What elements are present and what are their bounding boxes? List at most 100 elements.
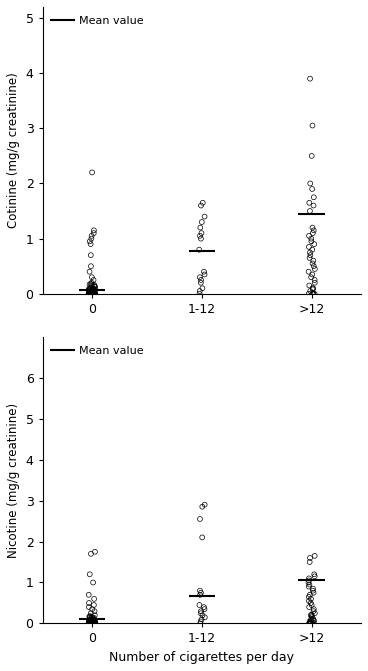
Point	[90, 577, 96, 588]
Point	[91, 289, 97, 299]
Point	[307, 247, 313, 258]
Point	[90, 286, 96, 297]
Point	[89, 289, 95, 299]
Point	[89, 618, 95, 629]
Point	[89, 289, 95, 299]
Point	[311, 225, 316, 236]
Point	[89, 289, 95, 299]
Point	[86, 618, 92, 629]
Point	[308, 617, 314, 627]
Point	[89, 289, 95, 299]
Point	[88, 285, 94, 296]
Point	[198, 606, 204, 617]
Point	[199, 217, 205, 227]
Point	[310, 613, 316, 624]
Point	[91, 618, 97, 629]
Point	[87, 289, 93, 299]
Point	[89, 289, 95, 299]
Point	[91, 289, 96, 299]
Point	[89, 618, 95, 629]
Point	[86, 602, 92, 613]
Point	[89, 618, 95, 629]
Point	[309, 609, 315, 620]
Point	[88, 287, 94, 298]
Point	[90, 289, 96, 299]
Point	[92, 288, 98, 299]
Point	[89, 615, 95, 625]
Point	[92, 618, 98, 629]
Point	[308, 272, 314, 282]
Point	[91, 618, 97, 629]
Point	[89, 289, 95, 299]
Point	[89, 289, 95, 299]
Point	[88, 289, 94, 299]
Legend: Mean value: Mean value	[48, 13, 147, 29]
Point	[91, 618, 96, 629]
Point	[88, 618, 94, 629]
Point	[311, 261, 317, 272]
Point	[311, 192, 317, 203]
Point	[92, 618, 98, 629]
Point	[89, 167, 95, 178]
Point	[86, 617, 92, 628]
Point	[92, 618, 98, 629]
Point	[86, 285, 92, 296]
Point	[88, 618, 93, 629]
Point	[89, 289, 95, 299]
Point	[91, 615, 97, 626]
Point	[86, 289, 92, 299]
Point	[307, 616, 313, 627]
Point	[87, 289, 93, 299]
Point	[87, 612, 93, 623]
Point	[88, 548, 94, 559]
Point	[199, 610, 205, 621]
Point	[308, 598, 314, 609]
Point	[307, 579, 312, 590]
Point	[92, 617, 98, 627]
Point	[89, 617, 95, 627]
Point	[86, 289, 92, 299]
Point	[87, 287, 93, 298]
Point	[91, 227, 97, 238]
Point	[87, 618, 93, 629]
Point	[88, 234, 94, 244]
Point	[91, 287, 97, 298]
Point	[88, 289, 94, 299]
Point	[87, 289, 93, 299]
Point	[90, 618, 96, 629]
Point	[311, 587, 316, 598]
Point	[91, 618, 96, 629]
Y-axis label: Nicotine (mg/g creatinine): Nicotine (mg/g creatinine)	[7, 403, 20, 558]
Point	[306, 197, 312, 208]
Point	[90, 618, 96, 629]
Point	[86, 618, 92, 629]
Point	[92, 288, 98, 299]
Point	[309, 258, 315, 269]
Point	[86, 289, 92, 299]
Point	[88, 289, 94, 299]
Point	[89, 618, 95, 629]
Point	[88, 618, 94, 629]
Point	[91, 289, 97, 299]
Point	[86, 289, 92, 299]
Point	[199, 614, 205, 625]
Point	[86, 289, 92, 299]
Point	[91, 289, 97, 299]
Point	[86, 618, 92, 629]
Point	[88, 618, 94, 629]
Point	[89, 288, 95, 299]
Point	[91, 285, 96, 295]
Point	[89, 618, 95, 629]
Point	[91, 289, 97, 299]
Point	[89, 289, 95, 299]
Point	[88, 289, 93, 299]
Point	[86, 289, 92, 299]
Point	[308, 618, 314, 629]
Point	[86, 289, 92, 299]
Point	[88, 287, 94, 297]
Point	[86, 618, 92, 629]
Point	[86, 618, 92, 629]
Point	[92, 618, 98, 629]
Point	[306, 573, 312, 584]
Point	[88, 289, 94, 299]
